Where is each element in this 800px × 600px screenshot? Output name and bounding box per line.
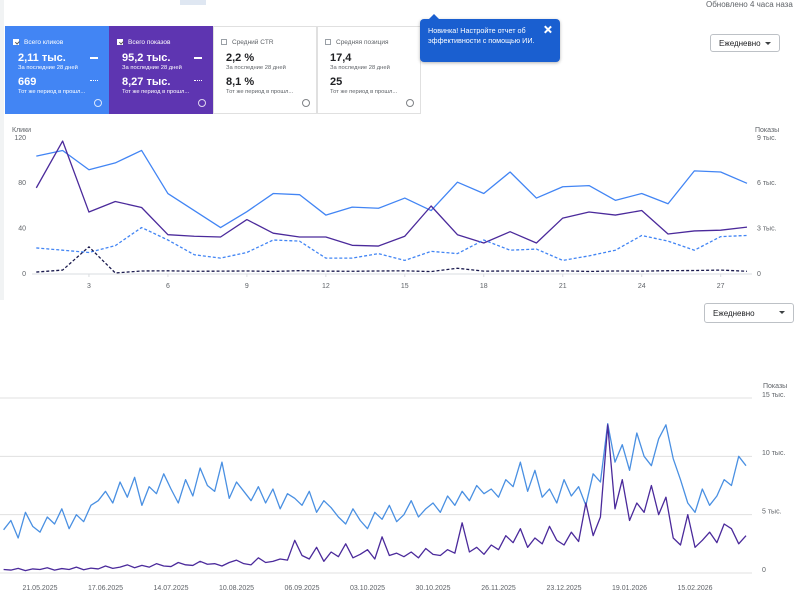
period-select[interactable]: Ежедневно: [704, 303, 794, 323]
x-tick-label: 15: [401, 283, 409, 290]
card-value: 17,4: [330, 52, 352, 64]
x-tick-label: 10.08.2025: [219, 585, 254, 592]
series-line: [36, 149, 748, 229]
y2-tick-label: 0: [762, 567, 766, 574]
card-previous-value: 25: [330, 76, 343, 88]
x-tick-label: 3: [87, 283, 91, 290]
panel-edge: [0, 0, 4, 300]
card-label: Средний CTR: [232, 39, 274, 46]
card-period: За последние 28 дней: [330, 65, 390, 71]
popup-text: Новинка! Настройте отчет об эффективност…: [428, 26, 535, 45]
help-icon[interactable]: [302, 99, 310, 107]
card-label: Всего показов: [128, 39, 171, 46]
card-previous-period: Тот же период в прошл...: [330, 89, 398, 95]
card-previous-value: 669: [18, 76, 37, 88]
card-period: За последние 28 дней: [122, 65, 182, 71]
y2-tick-label: 6 тыс.: [757, 180, 777, 187]
card-label: Всего кликов: [24, 39, 64, 46]
x-tick-label: 14.07.2025: [153, 585, 188, 592]
card-value: 2,11 тыс.: [18, 52, 66, 64]
y-axis-title: Клики: [12, 127, 31, 134]
metric-card[interactable]: Средняя позиция 17,4 За последние 28 дней 2…: [317, 26, 421, 114]
metric-card[interactable]: Средний CTR 2,2 % За последние 28 дней 8,1 …: [213, 26, 317, 114]
y-tick-label: 120: [14, 135, 26, 142]
checkbox[interactable]: [13, 39, 19, 45]
x-tick-label: 06.09.2025: [284, 585, 319, 592]
period-select[interactable]: Ежедневно: [710, 34, 780, 52]
y2-tick-label: 0: [757, 271, 761, 278]
y2-tick-label: 5 тыс.: [762, 509, 782, 516]
help-icon[interactable]: [94, 99, 102, 107]
card-period: За последние 28 дней: [18, 65, 78, 71]
previous-period-line: [36, 246, 748, 274]
tab-chip: [180, 0, 206, 5]
card-value: 2,2 %: [226, 52, 255, 64]
metric-card[interactable]: Всего показов 95,2 тыс. За последние 28 дн…: [109, 26, 213, 114]
checkbox[interactable]: [117, 39, 123, 45]
x-tick-label: 15.02.2026: [678, 585, 713, 592]
line-style-icon: [90, 80, 98, 81]
y2-axis-title: Показы: [763, 383, 787, 390]
y-tick-label: 0: [22, 271, 26, 278]
checkbox[interactable]: [325, 39, 331, 45]
card-period: За последние 28 дней: [226, 65, 286, 71]
y2-tick-label: 3 тыс.: [757, 226, 777, 233]
x-tick-label: 12: [322, 283, 330, 290]
card-value: 95,2 тыс.: [122, 52, 171, 64]
card-previous-period: Тот же период в прошл...: [18, 89, 86, 95]
x-tick-label: 17.06.2025: [88, 585, 123, 592]
x-tick-label: 19.01.2026: [612, 585, 647, 592]
y-tick-label: 80: [18, 180, 26, 187]
x-tick-label: 23.12.2025: [547, 585, 582, 592]
x-tick-label: 03.10.2025: [350, 585, 385, 592]
updated-note: Обновлено 4 часа наза: [706, 0, 793, 9]
series-line: [3, 424, 747, 572]
series-line: [35, 140, 748, 247]
checkbox[interactable]: [221, 39, 227, 45]
previous-period-line: [36, 226, 748, 262]
y2-tick-label: 10 тыс.: [762, 450, 785, 457]
help-icon[interactable]: [406, 99, 414, 107]
x-tick-label: 18: [480, 283, 488, 290]
line-style-icon: [194, 80, 202, 81]
card-previous-value: 8,27 тыс.: [122, 76, 171, 88]
line-style-icon: [90, 57, 98, 59]
card-previous-period: Тот же период в прошл...: [226, 89, 294, 95]
x-tick-label: 26.11.2025: [481, 585, 516, 592]
y-tick-label: 40: [18, 226, 26, 233]
x-tick-label: 9: [245, 283, 249, 290]
x-tick-label: 6: [166, 283, 170, 290]
ai-popup: Новинка! Настройте отчет об эффективност…: [420, 14, 560, 62]
x-tick-label: 30.10.2025: [416, 585, 451, 592]
y2-axis-title: Показы: [755, 127, 779, 134]
close-button[interactable]: [543, 25, 552, 34]
y2-tick-label: 9 тыс.: [757, 135, 777, 142]
series-line: [3, 423, 747, 539]
y2-tick-label: 15 тыс.: [762, 392, 785, 399]
x-tick-label: 21.05.2025: [22, 585, 57, 592]
card-label: Средняя позиция: [336, 39, 389, 46]
x-tick-label: 24: [638, 283, 646, 290]
card-previous-value: 8,1 %: [226, 76, 255, 88]
card-previous-period: Тот же период в прошл...: [122, 89, 190, 95]
help-icon[interactable]: [198, 99, 206, 107]
metric-card[interactable]: Всего кликов 2,11 тыс. За последние 28 дне…: [5, 26, 109, 114]
line-style-icon: [194, 57, 202, 59]
x-tick-label: 21: [559, 283, 567, 290]
x-tick-label: 27: [717, 283, 725, 290]
